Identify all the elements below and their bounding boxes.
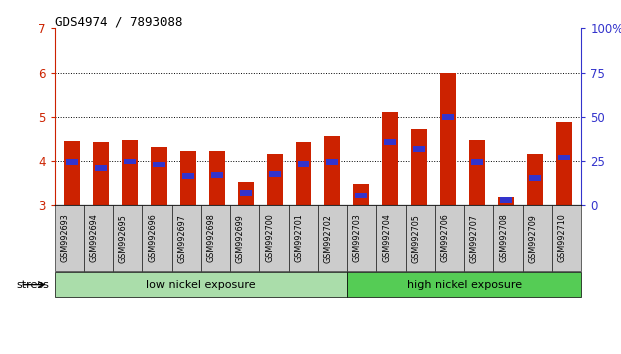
Bar	[384, 139, 396, 145]
Bar	[93, 142, 109, 205]
Bar	[95, 165, 107, 171]
Bar	[527, 154, 543, 205]
Bar	[211, 172, 223, 178]
Text: GSM992696: GSM992696	[148, 214, 157, 262]
Text: GSM992699: GSM992699	[236, 213, 245, 263]
Text: GSM992698: GSM992698	[207, 214, 215, 262]
Text: GSM992695: GSM992695	[119, 213, 128, 263]
Bar	[442, 114, 454, 120]
Bar	[556, 122, 572, 205]
Text: GSM992710: GSM992710	[558, 214, 566, 262]
Text: GSM992705: GSM992705	[411, 213, 420, 263]
Text: GSM992706: GSM992706	[441, 214, 450, 262]
Text: GSM992694: GSM992694	[89, 214, 99, 262]
Bar	[268, 171, 281, 177]
Text: GSM992700: GSM992700	[265, 214, 274, 262]
Text: high nickel exposure: high nickel exposure	[407, 280, 522, 290]
Bar	[266, 154, 283, 205]
Text: GSM992709: GSM992709	[528, 213, 537, 263]
Bar	[500, 197, 512, 203]
Bar	[180, 152, 196, 205]
Text: GSM992697: GSM992697	[178, 213, 186, 263]
Bar	[324, 136, 340, 205]
Bar	[151, 147, 167, 205]
Bar	[122, 140, 138, 205]
Bar	[297, 161, 309, 167]
Bar	[153, 162, 165, 167]
Text: GSM992702: GSM992702	[324, 213, 333, 263]
Bar	[558, 155, 570, 160]
Text: GSM992701: GSM992701	[294, 214, 303, 262]
Text: stress: stress	[17, 280, 50, 290]
Bar	[240, 190, 252, 196]
Bar	[440, 74, 456, 205]
Bar	[355, 193, 367, 199]
Bar	[64, 141, 80, 205]
Bar	[296, 142, 312, 205]
Text: GSM992707: GSM992707	[470, 213, 479, 263]
Bar	[413, 146, 425, 152]
Text: low nickel exposure: low nickel exposure	[146, 280, 256, 290]
Bar	[469, 140, 485, 205]
Bar	[353, 184, 369, 205]
Bar	[327, 159, 338, 165]
Bar	[411, 129, 427, 205]
Text: GSM992708: GSM992708	[499, 214, 508, 262]
Bar	[383, 113, 398, 205]
Bar	[182, 173, 194, 178]
Bar	[238, 182, 253, 205]
Bar	[66, 159, 78, 165]
Bar	[209, 152, 225, 205]
Bar	[529, 175, 541, 181]
Text: GSM992704: GSM992704	[382, 214, 391, 262]
Text: GSM992693: GSM992693	[60, 214, 70, 262]
Text: GDS4974 / 7893088: GDS4974 / 7893088	[55, 16, 182, 29]
Bar	[471, 159, 483, 165]
Bar	[124, 159, 136, 164]
Text: GSM992703: GSM992703	[353, 214, 362, 262]
Bar	[498, 198, 514, 205]
